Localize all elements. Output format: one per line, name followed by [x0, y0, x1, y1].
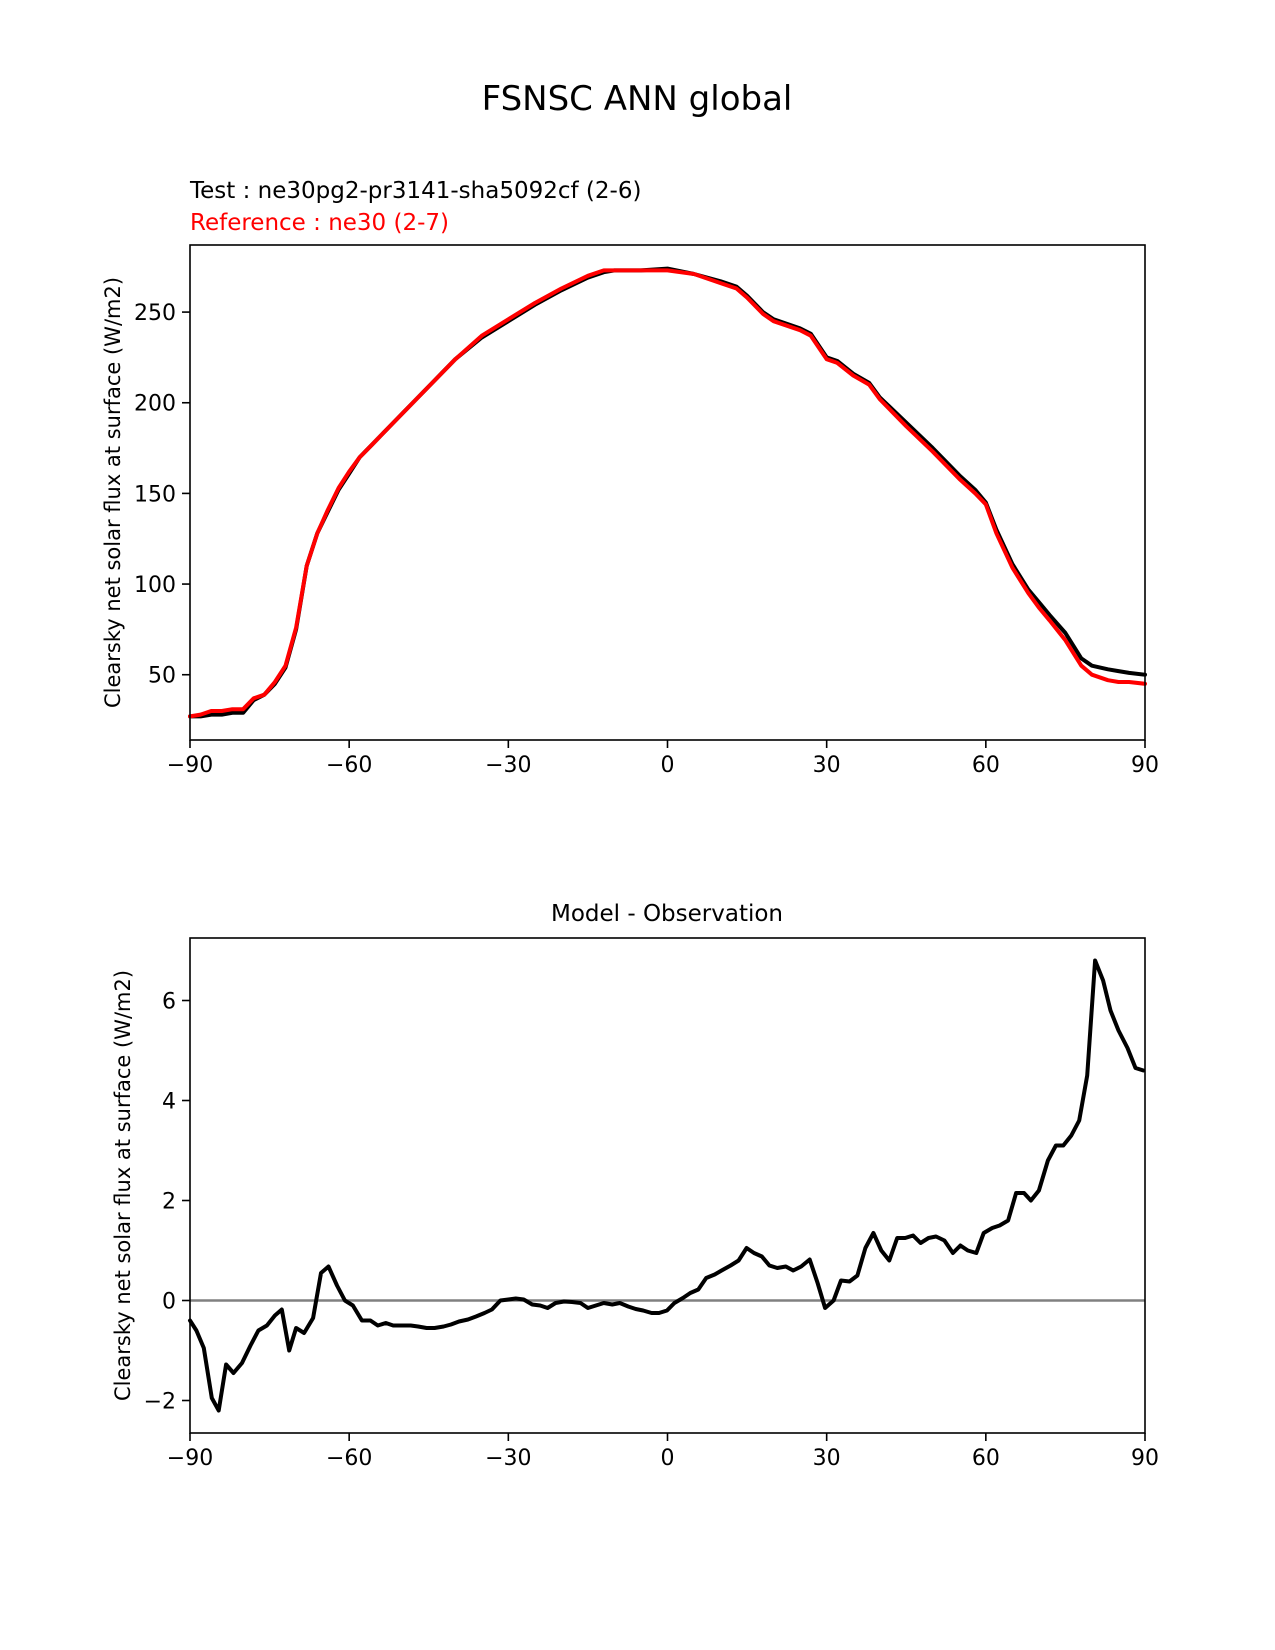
top-line-chart: −90 −60 −30 0 30 60 90 50 100 150 200 250 Clearsky n…: [101, 244, 1159, 778]
bottom-difference-chart: −90 −60 −30 0 30 60 90 −2 0 2 4 6 Clearsky net solar…: [111, 937, 1159, 1471]
legend-reference-label: Reference : ne30 (2-7): [190, 210, 449, 236]
y-tick-label: 6: [162, 990, 176, 1015]
x-tick-label: −30: [485, 1446, 531, 1471]
x-tick-label: −60: [326, 1446, 372, 1471]
x-tick-label: 0: [661, 1446, 675, 1471]
x-tick-label: 30: [813, 753, 841, 778]
x-tick-label: 60: [972, 1446, 1000, 1471]
y-tick-label: 4: [162, 1090, 176, 1115]
x-tick-label: 30: [813, 1446, 841, 1471]
plot-frame: [189, 244, 1146, 741]
plot-frame: [189, 937, 1146, 1434]
x-tick-label: −30: [485, 753, 531, 778]
x-tick-label: 90: [1131, 753, 1159, 778]
series-line-reference: [188, 268, 1147, 719]
y-axis-label: Clearsky net solar flux at surface (W/m2…: [101, 277, 125, 708]
x-tick-label: −90: [167, 1446, 213, 1471]
figure-title: FSNSC ANN global: [482, 79, 793, 119]
y-tick-label: 250: [134, 301, 176, 326]
y-axis-label: Clearsky net solar flux at surface (W/m2…: [111, 970, 135, 1401]
y-tick-label: 150: [134, 482, 176, 507]
x-tick-label: 60: [972, 753, 1000, 778]
x-tick-label: 0: [661, 753, 675, 778]
y-tick-label: 2: [162, 1190, 176, 1215]
legend-test-label: Test : ne30pg2-pr3141-sha5092cf (2-6): [189, 178, 641, 204]
x-tick-label: 90: [1131, 1446, 1159, 1471]
y-tick-label: 50: [148, 664, 176, 689]
y-tick-label: −2: [144, 1390, 176, 1415]
x-tick-label: −60: [326, 753, 372, 778]
bottom-chart-title: Model - Observation: [551, 901, 783, 927]
y-tick-label: 0: [162, 1290, 176, 1315]
series-line-test: [188, 266, 1147, 719]
y-tick-label: 200: [134, 392, 176, 417]
series-line-test: [188, 958, 1146, 1413]
y-tick-label: 100: [134, 573, 176, 598]
x-tick-label: −90: [167, 753, 213, 778]
